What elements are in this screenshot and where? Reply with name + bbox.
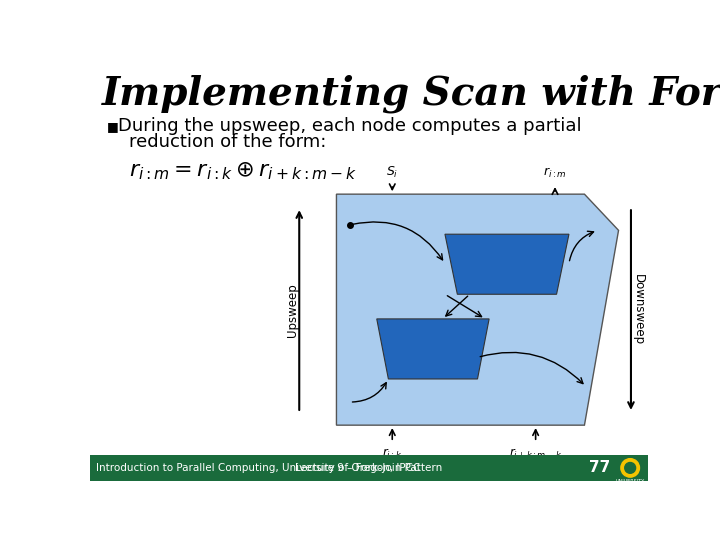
Text: 77: 77 bbox=[590, 461, 611, 475]
Text: Implementing Scan with Fork-Join: Implementing Scan with Fork-Join bbox=[102, 75, 720, 113]
Text: $S_{i+k}$: $S_{i+k}$ bbox=[522, 457, 549, 472]
Polygon shape bbox=[445, 234, 569, 294]
Text: During the upsweep, each node computes a partial: During the upsweep, each node computes a… bbox=[118, 117, 582, 136]
Polygon shape bbox=[377, 319, 489, 379]
Text: $r_{i:m} = r_{i:k} \oplus r_{i+k:m-k}$: $r_{i:m} = r_{i:k} \oplus r_{i+k:m-k}$ bbox=[129, 160, 357, 182]
Text: ■: ■ bbox=[107, 120, 119, 133]
Text: reduction of the form:: reduction of the form: bbox=[129, 133, 326, 151]
Text: $S_i$: $S_i$ bbox=[386, 165, 398, 180]
Circle shape bbox=[625, 462, 636, 473]
Circle shape bbox=[621, 458, 639, 477]
Text: Introduction to Parallel Computing, University of Oregon, IPCC: Introduction to Parallel Computing, Univ… bbox=[96, 463, 420, 473]
Bar bbox=[613, 455, 648, 481]
Text: $r_{i:m}$: $r_{i:m}$ bbox=[543, 166, 567, 180]
Text: Downsweep: Downsweep bbox=[632, 274, 645, 345]
Text: UNIVERSITY
OF OREGON: UNIVERSITY OF OREGON bbox=[616, 478, 645, 489]
Text: $r_{i:k}$: $r_{i:k}$ bbox=[382, 447, 402, 461]
Text: $r_{i+k:m-k}$: $r_{i+k:m-k}$ bbox=[509, 447, 562, 461]
Text: Upsweep: Upsweep bbox=[286, 283, 299, 336]
Polygon shape bbox=[336, 194, 618, 425]
Text: Lecture 9 – Fork-Join Pattern: Lecture 9 – Fork-Join Pattern bbox=[295, 463, 443, 473]
Bar bbox=[90, 455, 648, 481]
Text: $S_i$: $S_i$ bbox=[387, 457, 398, 472]
